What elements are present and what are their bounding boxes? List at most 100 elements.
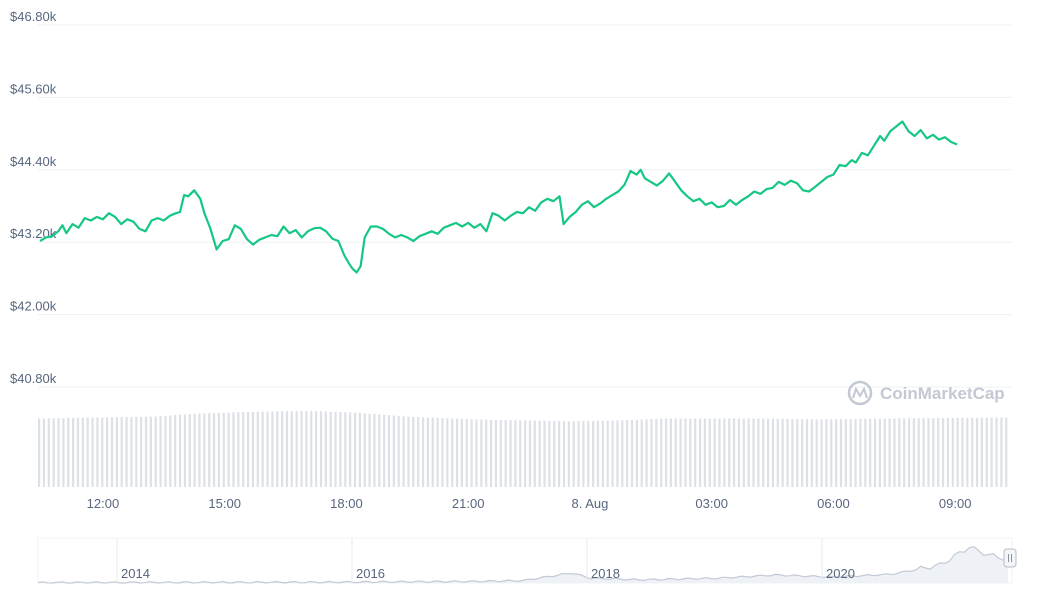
volume-bar (669, 418, 672, 487)
volume-bar (694, 418, 697, 487)
volume-bar (732, 418, 736, 487)
volume-bar (966, 417, 969, 487)
volume-bar (164, 415, 167, 487)
volume-bar (281, 411, 284, 487)
navigator[interactable]: 2014 2016 2018 2020 (37, 537, 1017, 584)
volume-bar (110, 417, 114, 487)
volume-bar (392, 415, 395, 487)
volume-bar (300, 410, 303, 487)
volume-bar (412, 416, 415, 487)
volume-bar (120, 417, 123, 487)
volume-bar (626, 420, 629, 487)
volume-bar (378, 414, 381, 487)
price-series[interactable] (39, 120, 958, 274)
volume-bar (349, 412, 352, 487)
x-tick-label: 8. Aug (571, 496, 608, 511)
volume-bar (830, 419, 833, 487)
navigator-line (37, 545, 1009, 584)
volume-bar (178, 414, 182, 487)
volume-bar (927, 418, 930, 487)
x-tick-label: 06:00 (817, 496, 850, 511)
volume-bar (708, 418, 711, 487)
volume-bar (961, 417, 964, 487)
volume-bar (533, 420, 536, 487)
volume-bar (839, 419, 843, 487)
volume-bar (154, 416, 157, 487)
volume-bar (990, 417, 993, 487)
volume-bar (757, 418, 760, 487)
volume-bar (261, 411, 264, 487)
volume-bar (975, 417, 979, 487)
navigator-year-label: 2020 (826, 566, 855, 581)
volume-bar (664, 418, 668, 487)
volume-bar (946, 417, 950, 487)
volume-bar (971, 417, 974, 487)
volume-bar (115, 417, 118, 487)
volume-bar (363, 413, 366, 487)
volume-bar (198, 413, 201, 487)
volume-bar (451, 418, 454, 487)
volume-bar (912, 418, 915, 487)
volume-bar (825, 419, 828, 487)
volume-bar (344, 412, 347, 487)
volume-bar (504, 420, 507, 487)
volume-bar (315, 411, 318, 487)
volume-bar (319, 411, 323, 487)
volume-bar (698, 418, 702, 487)
volume-bar (135, 416, 138, 487)
volume-bar (572, 421, 575, 487)
volume-bar (747, 418, 750, 487)
volume-bar (417, 417, 420, 487)
volume-bar (208, 413, 211, 487)
volume-bar (174, 415, 177, 487)
volume-bar (130, 416, 133, 487)
volume-bar (455, 418, 459, 487)
volume-bar (183, 414, 186, 487)
volume-bar (684, 418, 687, 487)
volume-bar (941, 418, 945, 487)
volume-bar (621, 420, 624, 487)
volume-bar (922, 418, 925, 487)
volume-bar (859, 418, 862, 487)
x-axis-tick-labels: 12:00 15:00 18:00 21:00 8. Aug 03:00 06:00 09:0… (87, 496, 972, 511)
volume-bar (854, 418, 857, 487)
volume-bar (47, 418, 50, 487)
volume-bar (742, 418, 745, 487)
volume-bar (339, 412, 342, 487)
y-tick-label: $40.80k (10, 371, 57, 386)
volume-bar (907, 418, 911, 487)
volume-bar (674, 418, 677, 487)
watermark-brand: CoinMarketCap (880, 384, 1005, 403)
volume-bar (771, 418, 775, 487)
price-line[interactable] (39, 120, 958, 274)
volume-bar (951, 417, 954, 487)
volume-bar (567, 421, 570, 487)
volume-bar (514, 420, 517, 487)
navigator-handle[interactable] (1003, 548, 1017, 568)
volume-bar (159, 416, 162, 487)
volume-bar (67, 417, 70, 487)
volume-bar (883, 418, 886, 487)
volume-bar (290, 411, 293, 487)
volume-bar (271, 411, 274, 487)
volume-bar (582, 421, 585, 487)
volume-bar (217, 412, 221, 487)
volume-bar (431, 417, 434, 487)
volume-bar (475, 419, 478, 487)
volume-bar (242, 412, 245, 487)
volume-bar (494, 419, 498, 487)
volume-bar (548, 420, 551, 487)
volume-bar (519, 420, 522, 487)
volume-bar (805, 419, 809, 487)
volume-bar (524, 420, 527, 487)
volume-bar (878, 418, 881, 487)
volume-bar (52, 418, 55, 487)
volume-bar (96, 417, 99, 487)
volume-bar (266, 411, 269, 487)
volume-bar (203, 413, 206, 487)
volume-bar (38, 418, 41, 487)
volume-bar (140, 416, 143, 487)
volume-bar (169, 415, 172, 487)
volume-bar (334, 411, 337, 487)
